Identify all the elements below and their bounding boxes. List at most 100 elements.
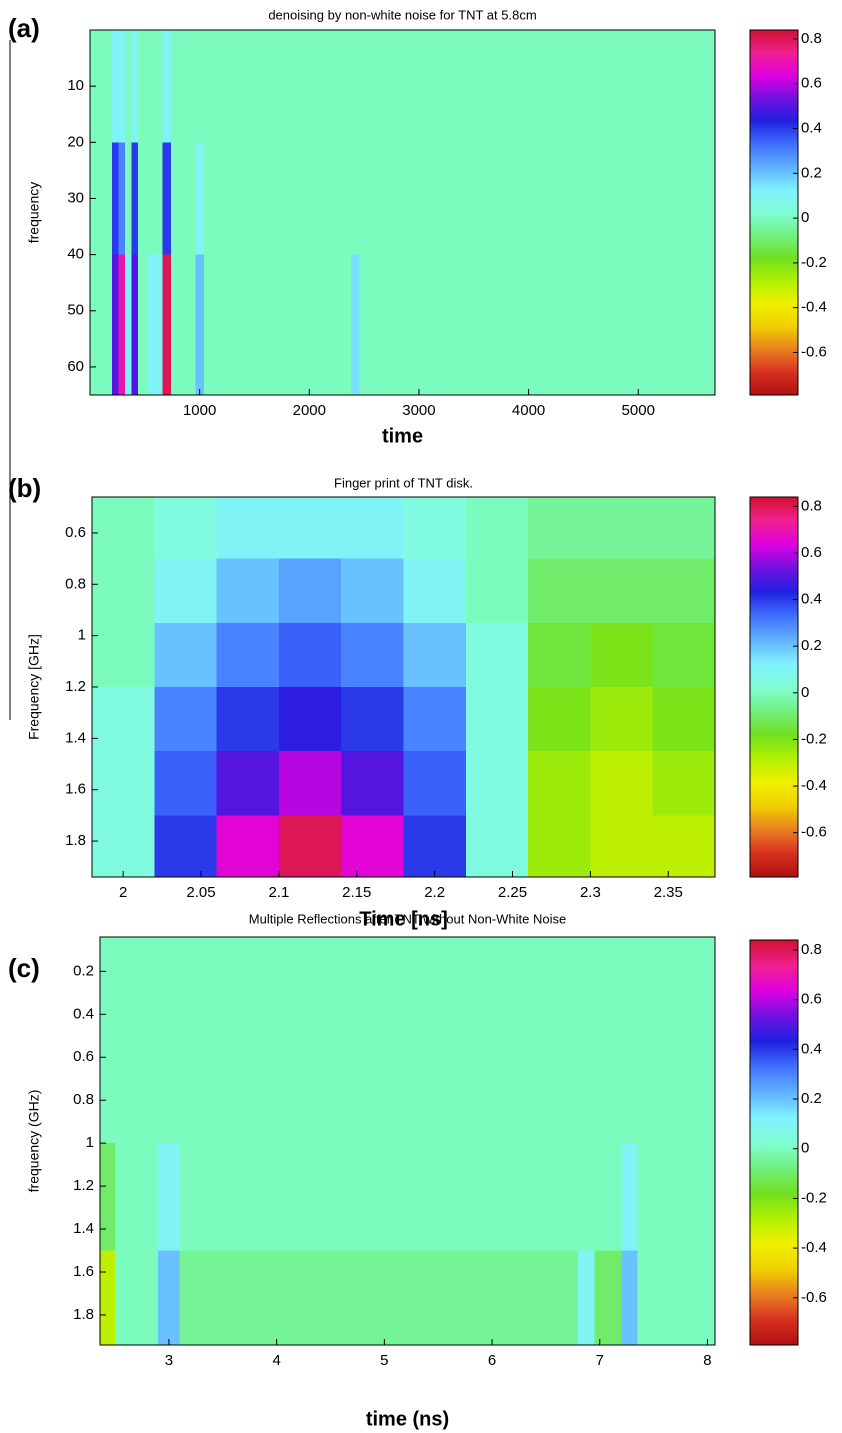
heat-cell <box>341 622 404 688</box>
heat-cell <box>359 142 716 256</box>
colorbar-tick-label: 0.8 <box>801 30 822 47</box>
x-tick-label: 7 <box>596 1352 604 1369</box>
heat-cell <box>278 687 342 752</box>
heat-cell <box>118 254 126 396</box>
heat-cell <box>115 1250 159 1346</box>
heat-cell <box>92 815 155 878</box>
plot-frame <box>99 936 716 1346</box>
heat-cell <box>637 937 716 1144</box>
heat-cell <box>171 142 196 256</box>
heat-cell <box>359 30 716 143</box>
x-tick-label: 4 <box>272 1352 280 1369</box>
x-axis-label: time <box>382 425 423 447</box>
heat-cell <box>341 815 404 878</box>
heat-cell <box>131 30 139 143</box>
heat-cell <box>147 254 163 396</box>
heat-cell <box>341 497 404 560</box>
heat-cell <box>90 142 113 256</box>
y-tick-label: 10 <box>67 77 84 94</box>
heat-cell <box>594 937 622 1144</box>
heat-cell <box>465 815 529 878</box>
y-tick-label: 1.8 <box>65 832 86 849</box>
heat-cell <box>652 558 716 624</box>
heat-cell <box>350 30 361 143</box>
panel-label: (a) <box>8 13 40 43</box>
heat-cell <box>162 254 172 396</box>
colorbar-tick-label: -0.6 <box>801 343 827 360</box>
x-tick-label: 2.35 <box>654 884 683 901</box>
colorbar-tick-label: -0.4 <box>801 1239 827 1256</box>
heat-cell <box>158 937 181 1144</box>
heat-cell <box>341 558 404 624</box>
heat-cell <box>92 622 155 688</box>
y-tick-label: 50 <box>67 302 84 319</box>
x-tick-label: 2.3 <box>580 884 601 901</box>
heat-cell <box>594 1250 622 1346</box>
heat-cell <box>162 142 172 256</box>
x-tick-label: 6 <box>488 1352 496 1369</box>
y-tick-label: 0.6 <box>65 524 86 541</box>
heat-cell <box>341 751 404 816</box>
heat-cell <box>528 558 591 624</box>
heat-cell <box>204 142 352 256</box>
x-tick-label: 8 <box>703 1352 711 1369</box>
heat-cell <box>403 815 467 878</box>
colorbar-tick-label: 0.6 <box>801 544 822 561</box>
colorbar-tick-label: -0.2 <box>801 1189 827 1206</box>
y-tick-label: 0.2 <box>73 962 94 979</box>
heat-cell <box>637 1250 716 1346</box>
heat-cell <box>111 142 120 256</box>
heat-cell <box>158 1250 181 1346</box>
colorbar <box>749 29 799 396</box>
heat-cell <box>154 687 218 752</box>
heat-cell <box>115 1143 159 1252</box>
heat-cell <box>403 558 467 624</box>
heat-cell <box>162 30 172 143</box>
heat-cell <box>278 815 342 878</box>
heat-cell <box>590 751 654 816</box>
heat-cell <box>138 142 148 256</box>
heat-cell <box>216 497 280 560</box>
heat-cell <box>179 937 579 1144</box>
x-tick-label: 2.25 <box>498 884 527 901</box>
heat-cell <box>125 254 133 396</box>
heat-cell <box>171 254 196 396</box>
colorbar-tick-label: 0.4 <box>801 591 822 608</box>
heat-cell <box>278 497 342 560</box>
heat-cell <box>652 497 716 560</box>
y-tick-label: 1 <box>86 1134 94 1151</box>
colorbar-tick-label: 0.2 <box>801 637 822 654</box>
heat-cell <box>578 1250 595 1346</box>
y-tick-label: 0.4 <box>73 1005 94 1022</box>
heat-cell <box>131 142 139 256</box>
heat-cell <box>115 937 159 1144</box>
heat-cell <box>154 622 218 688</box>
heat-cell <box>621 937 638 1144</box>
heat-cell <box>590 497 654 560</box>
y-tick-label: 1.2 <box>65 678 86 695</box>
heat-cell <box>111 30 120 143</box>
heat-cell <box>216 751 280 816</box>
colorbar-tick-label: 0.6 <box>801 75 822 92</box>
y-tick-label: 1 <box>78 627 86 644</box>
heat-cell <box>652 751 716 816</box>
heat-cell <box>637 1143 716 1252</box>
heat-cell <box>403 687 467 752</box>
colorbar-tick-label: -0.2 <box>801 730 827 747</box>
heat-cell <box>578 937 595 1144</box>
x-tick-label: 3000 <box>402 402 435 419</box>
y-tick-label: 20 <box>67 133 84 150</box>
x-tick-label: 2000 <box>293 402 326 419</box>
y-tick-label: 0.8 <box>73 1091 94 1108</box>
heat-cell <box>528 497 591 560</box>
colorbar-tick-label: -0.6 <box>801 824 827 841</box>
x-tick-label: 2.1 <box>268 884 289 901</box>
y-axis-label: frequency (GHz) <box>26 1090 42 1193</box>
colorbar <box>749 939 799 1346</box>
y-tick-label: 1.6 <box>73 1263 94 1280</box>
heat-cell <box>154 751 218 816</box>
heat-cell <box>278 558 342 624</box>
heat-cell <box>359 254 716 396</box>
colorbar-tick-label: 0.8 <box>801 941 822 958</box>
x-tick-label: 2.15 <box>342 884 371 901</box>
